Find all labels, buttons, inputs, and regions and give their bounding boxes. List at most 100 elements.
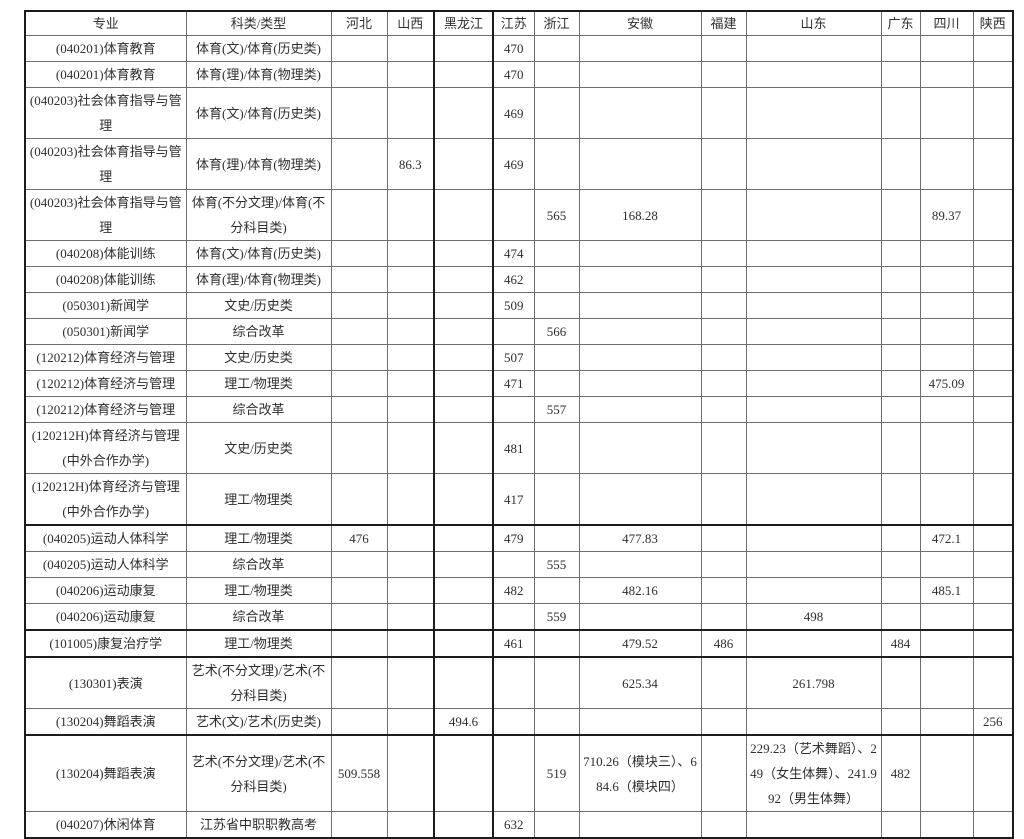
score-cell-shandong	[745, 344, 882, 371]
score-cell-shanxi	[386, 656, 435, 709]
score-cell-anhui: 479.52	[578, 629, 702, 658]
score-cell-shandong	[745, 551, 882, 578]
score-cell-zhejiang	[533, 708, 580, 736]
score-cell-heilongjiang	[433, 370, 494, 397]
score-cell-shaanxi	[972, 603, 1014, 631]
score-cell-jiangsu: 417	[492, 473, 535, 526]
score-cell-shanxi	[386, 344, 435, 371]
score-cell-fujian	[700, 551, 747, 578]
major-cell: (040208)体能训练	[24, 240, 187, 267]
column-header-guangdong: 广东	[880, 10, 921, 36]
score-cell-fujian	[700, 292, 747, 319]
score-cell-hebei	[330, 138, 388, 190]
category-cell: 体育(理)/体育(物理类)	[185, 266, 332, 293]
score-cell-jiangsu	[492, 656, 535, 709]
score-cell-zhejiang	[533, 370, 580, 397]
column-header-sichuan: 四川	[919, 10, 974, 36]
score-cell-jiangsu: 479	[492, 524, 535, 552]
score-cell-anhui	[578, 473, 702, 526]
score-cell-hebei	[330, 35, 388, 62]
category-cell: 文史/历史类	[185, 344, 332, 371]
major-cell: (040205)运动人体科学	[24, 551, 187, 578]
score-cell-jiangsu: 481	[492, 422, 535, 474]
score-cell-fujian	[700, 87, 747, 139]
score-cell-guangdong	[880, 577, 921, 604]
table-row: (120212)体育经济与管理 文史/历史类 507	[24, 344, 1014, 371]
table-row: (040201)体育教育 体育(文)/体育(历史类) 470	[24, 35, 1014, 62]
score-cell-guangdong	[880, 240, 921, 267]
score-cell-fujian	[700, 603, 747, 631]
major-cell: (040205)运动人体科学	[24, 524, 187, 552]
score-cell-hebei	[330, 577, 388, 604]
score-cell-heilongjiang	[433, 240, 494, 267]
score-cell-anhui	[578, 292, 702, 319]
score-cell-sichuan: 475.09	[919, 370, 974, 397]
column-header-zhejiang: 浙江	[533, 10, 580, 36]
score-cell-shaanxi	[972, 577, 1014, 604]
major-cell: (040206)运动康复	[24, 577, 187, 604]
score-cell-anhui: 625.34	[578, 656, 702, 709]
score-cell-shaanxi	[972, 656, 1014, 709]
score-cell-zhejiang	[533, 524, 580, 552]
score-cell-sichuan	[919, 344, 974, 371]
score-cell-fujian	[700, 240, 747, 267]
score-cell-fujian	[700, 266, 747, 293]
score-cell-anhui	[578, 61, 702, 88]
score-cell-anhui	[578, 138, 702, 190]
score-cell-heilongjiang	[433, 189, 494, 241]
score-cell-guangdong	[880, 344, 921, 371]
major-cell: (050301)新闻学	[24, 318, 187, 345]
category-cell: 艺术(不分文理)/艺术(不分科目类)	[185, 734, 332, 812]
score-cell-hebei	[330, 292, 388, 319]
score-cell-shandong	[745, 708, 882, 736]
score-cell-shaanxi	[972, 473, 1014, 526]
score-cell-sichuan	[919, 35, 974, 62]
major-cell: (040203)社会体育指导与管理	[24, 87, 187, 139]
score-cell-heilongjiang	[433, 422, 494, 474]
table-row: (120212H)体育经济与管理(中外合作办学) 文史/历史类 481	[24, 422, 1014, 474]
score-cell-jiangsu	[492, 708, 535, 736]
score-cell-jiangsu: 462	[492, 266, 535, 293]
score-cell-jiangsu	[492, 396, 535, 423]
category-cell: 理工/物理类	[185, 577, 332, 604]
score-cell-shandong	[745, 473, 882, 526]
score-cell-shandong	[745, 396, 882, 423]
score-cell-shanxi	[386, 292, 435, 319]
score-cell-zhejiang	[533, 35, 580, 62]
score-cell-heilongjiang	[433, 734, 494, 812]
major-cell: (120212H)体育经济与管理(中外合作办学)	[24, 422, 187, 474]
score-cell-shandong: 261.798	[745, 656, 882, 709]
score-cell-shanxi	[386, 629, 435, 658]
score-cell-guangdong	[880, 61, 921, 88]
table-body: (040201)体育教育 体育(文)/体育(历史类) 470 (040201)体育教育…	[24, 35, 1014, 839]
score-cell-sichuan	[919, 811, 974, 839]
table-row: (050301)新闻学 文史/历史类 509	[24, 292, 1014, 319]
major-cell: (040201)体育教育	[24, 61, 187, 88]
score-cell-shanxi	[386, 189, 435, 241]
category-cell: 文史/历史类	[185, 422, 332, 474]
score-cell-hebei: 476	[330, 524, 388, 552]
category-cell: 理工/物理类	[185, 473, 332, 526]
score-cell-guangdong	[880, 189, 921, 241]
score-cell-shaanxi	[972, 266, 1014, 293]
major-cell: (130204)舞蹈表演	[24, 734, 187, 812]
column-header-heilongjiang: 黑龙江	[433, 10, 494, 36]
score-cell-sichuan	[919, 603, 974, 631]
column-header-fujian: 福建	[700, 10, 747, 36]
table-row: (040203)社会体育指导与管理 体育(理)/体育(物理类) 86.3 469	[24, 138, 1014, 190]
score-cell-fujian	[700, 61, 747, 88]
score-cell-shaanxi	[972, 138, 1014, 190]
major-cell: (120212)体育经济与管理	[24, 370, 187, 397]
score-cell-guangdong: 482	[880, 734, 921, 812]
score-cell-guangdong	[880, 656, 921, 709]
score-cell-anhui	[578, 603, 702, 631]
column-header-shandong: 山东	[745, 10, 882, 36]
score-cell-jiangsu: 470	[492, 61, 535, 88]
score-cell-fujian: 486	[700, 629, 747, 658]
score-cell-sichuan	[919, 240, 974, 267]
score-cell-shandong	[745, 318, 882, 345]
score-cell-anhui	[578, 370, 702, 397]
score-cell-sichuan: 472.1	[919, 524, 974, 552]
score-cell-hebei	[330, 61, 388, 88]
score-cell-sichuan	[919, 473, 974, 526]
